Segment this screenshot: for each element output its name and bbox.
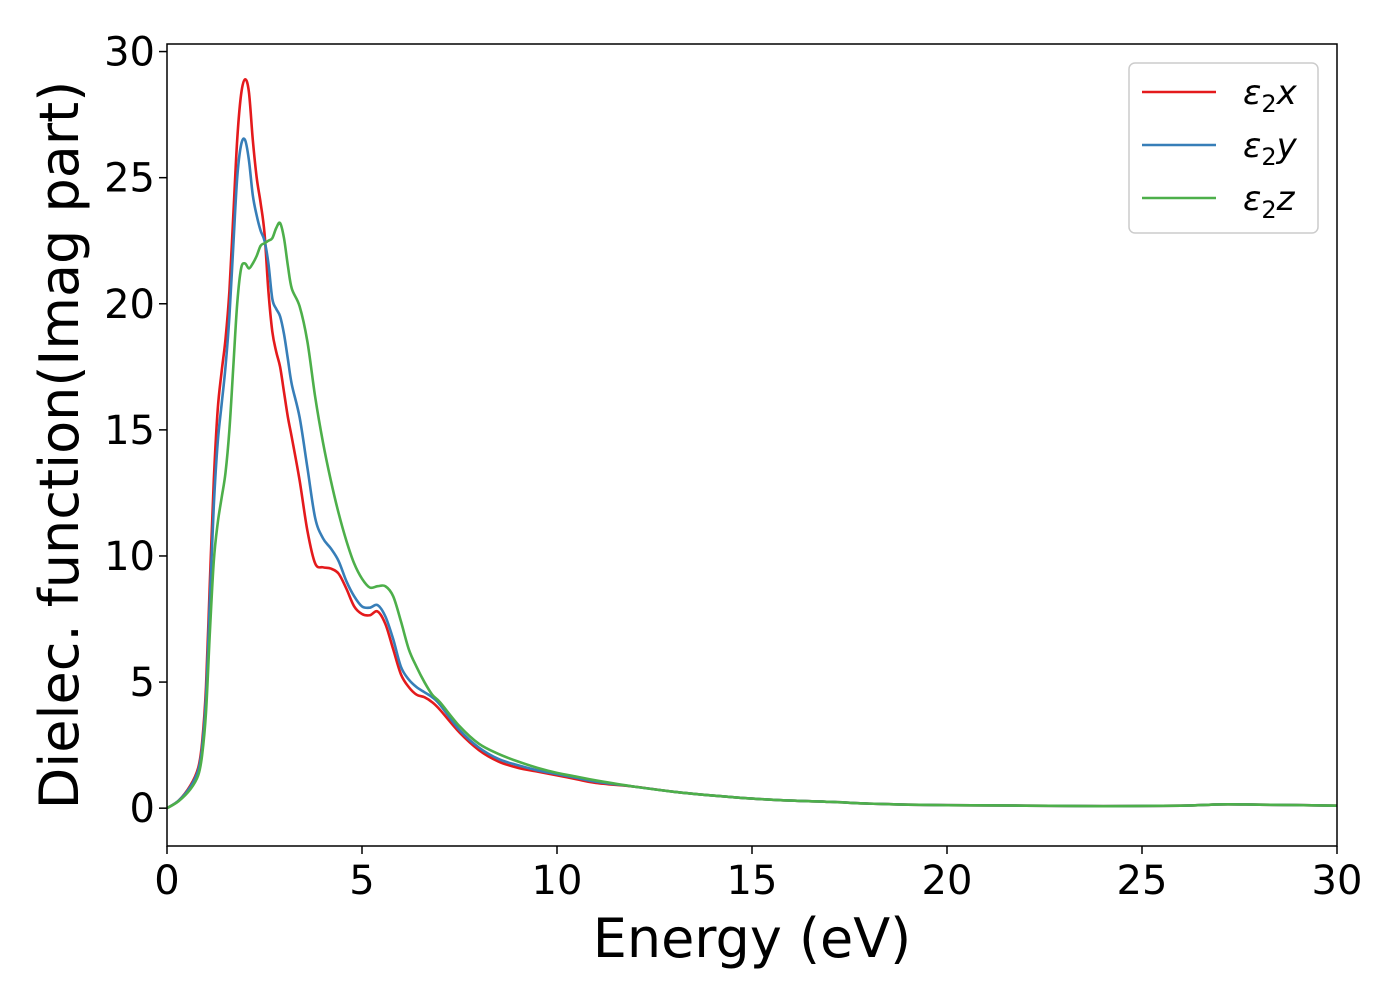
x-tick-label: 30 [1312,858,1363,904]
y-tick-label: 30 [104,30,155,76]
y-tick-label: 20 [104,282,155,328]
legend-label-x: ε2x [1243,73,1298,118]
y-axis-label: Dielec. function(Imag part) [28,81,91,810]
y-tick-label: 5 [130,660,155,706]
x-tick-label: 5 [349,858,374,904]
legend-label-z: ε2z [1243,179,1296,224]
y-tick-label: 15 [104,408,155,454]
series-line-y [167,137,1337,810]
y-tick-label: 0 [130,786,155,832]
x-tick-label: 20 [922,858,973,904]
series-layer [167,78,1337,810]
series-line-z [167,221,1337,810]
y-tick-label: 25 [104,156,155,202]
x-axis-ticks: 0 5 10 15 20 25 30 [154,846,1362,904]
y-axis-ticks: 0 5 10 15 20 25 30 [104,30,167,832]
x-tick-label: 15 [727,858,778,904]
legend-box [1128,62,1319,234]
x-tick-label: 0 [154,858,179,904]
legend-label-y: ε2y [1243,126,1298,171]
x-axis-label: Energy (eV) [593,907,912,970]
y-tick-label: 10 [104,534,155,580]
x-tick-label: 25 [1117,858,1168,904]
legend: ε2x ε2y ε2z [1128,62,1319,234]
x-tick-label: 10 [532,858,583,904]
